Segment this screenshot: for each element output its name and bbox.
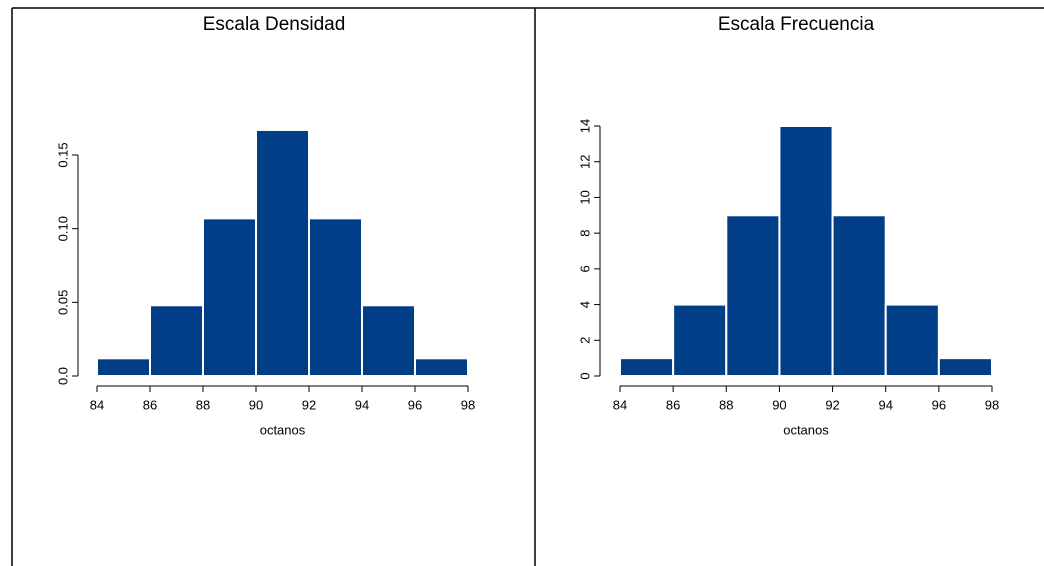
bar <box>96 357 151 378</box>
y-tick-label: 12 <box>577 154 592 168</box>
x-tick-label: 98 <box>461 397 475 412</box>
bar <box>149 304 204 377</box>
bar <box>619 357 675 377</box>
y-tick-label: 0 <box>577 372 592 379</box>
x-tick-label: 86 <box>143 397 157 412</box>
y-tick-label: 2 <box>577 337 592 344</box>
chart-title: Escala Frecuencia <box>718 14 875 35</box>
bar <box>725 214 781 377</box>
bar <box>778 125 834 377</box>
x-tick-label: 90 <box>249 397 263 412</box>
x-tick-label: 96 <box>932 397 946 412</box>
x-tick-label: 94 <box>878 397 892 412</box>
y-tick-label: 14 <box>577 119 592 133</box>
x-tick-label: 86 <box>666 397 680 412</box>
y-tick-label: 0.0 <box>55 367 70 385</box>
y-tick-label: 4 <box>577 301 592 308</box>
x-tick-label: 94 <box>355 397 369 412</box>
bar <box>937 357 993 377</box>
y-tick-label: 0.05 <box>55 290 70 315</box>
bar <box>308 217 363 377</box>
bar <box>414 357 469 378</box>
x-tick-label: 96 <box>408 397 422 412</box>
x-tick-label: 92 <box>825 397 839 412</box>
x-tick-label: 92 <box>302 397 316 412</box>
bar <box>831 214 887 377</box>
y-tick-label: 0.15 <box>55 142 70 167</box>
x-tick-label: 84 <box>90 397 104 412</box>
bar <box>884 303 940 378</box>
x-tick-label: 88 <box>196 397 210 412</box>
bar <box>361 304 416 377</box>
x-tick-label: 88 <box>719 397 733 412</box>
bar <box>255 128 310 377</box>
x-axis-label: octanos <box>260 422 306 437</box>
chart-title: Escala Densidad <box>203 14 346 35</box>
x-axis-label: octanos <box>783 422 829 437</box>
y-tick-label: 8 <box>577 230 592 237</box>
y-tick-label: 6 <box>577 265 592 272</box>
x-tick-label: 90 <box>772 397 786 412</box>
y-tick-label: 10 <box>577 190 592 204</box>
x-tick-label: 98 <box>985 397 999 412</box>
bar <box>202 217 257 377</box>
x-tick-label: 84 <box>613 397 627 412</box>
bar <box>672 303 728 378</box>
y-tick-label: 0.10 <box>55 216 70 241</box>
